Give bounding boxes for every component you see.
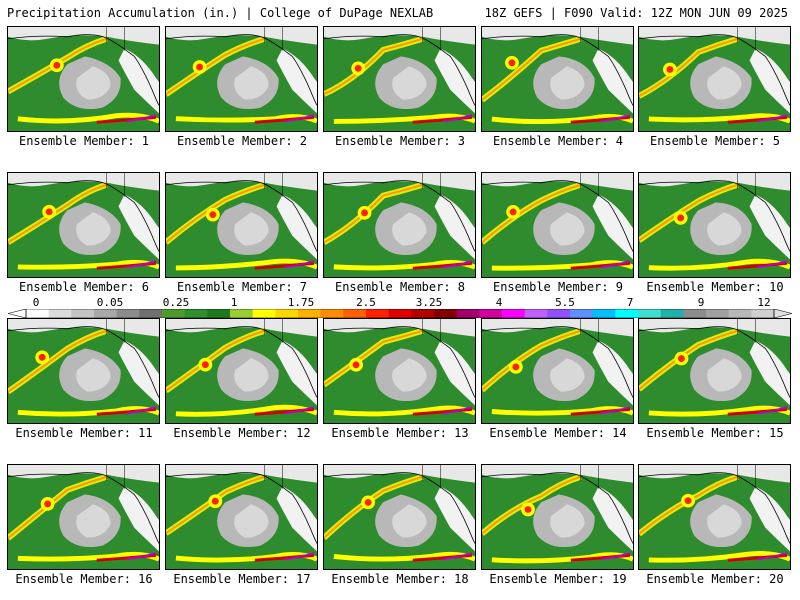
color-scale-tick-label: 3.25 [415, 296, 443, 309]
scale-right-arrow [773, 309, 792, 318]
ensemble-member-label: Ensemble Member: 15 [646, 426, 784, 440]
ensemble-member-label: Ensemble Member: 2 [176, 134, 308, 148]
color-scale-swatch [592, 309, 616, 318]
ensemble-member-label: Ensemble Member: 12 [173, 426, 311, 440]
ensemble-member-label: Ensemble Member: 5 [649, 134, 781, 148]
color-scale-swatch [184, 309, 208, 318]
color-scale-swatch [524, 309, 548, 318]
ensemble-member-map [7, 172, 160, 278]
ensemble-member-map [323, 172, 476, 278]
ensemble-member-label: Ensemble Member: 17 [173, 572, 311, 586]
color-scale-swatch [94, 309, 118, 318]
color-scale-swatch [411, 309, 435, 318]
color-scale-tick-label: 5.5 [555, 296, 575, 309]
ensemble-member-label: Ensemble Member: 16 [15, 572, 153, 586]
color-scale-swatch [434, 309, 458, 318]
color-scale-swatch [728, 309, 752, 318]
map-title: Precipitation Accumulation (in.) | Colle… [7, 6, 434, 20]
ensemble-member-label: Ensemble Member: 13 [331, 426, 469, 440]
ensemble-member-label: Ensemble Member: 11 [15, 426, 153, 440]
ensemble-member-map [165, 172, 318, 278]
ensemble-member-map [323, 464, 476, 570]
ensemble-member-map [481, 172, 634, 278]
ensemble-member-map [7, 318, 160, 424]
color-scale-swatch [388, 309, 412, 318]
color-scale-swatch [207, 309, 231, 318]
ensemble-member-label: Ensemble Member: 14 [489, 426, 627, 440]
ensemble-member-label: Ensemble Member: 4 [492, 134, 624, 148]
ensemble-member-map [481, 26, 634, 132]
scale-outline [25, 309, 775, 318]
ensemble-member-map [481, 318, 634, 424]
ensemble-member-map [323, 26, 476, 132]
ensemble-member-label: Ensemble Member: 20 [646, 572, 784, 586]
color-scale-swatch [615, 309, 639, 318]
ensemble-member-map [323, 318, 476, 424]
ensemble-member-label: Ensemble Member: 3 [334, 134, 466, 148]
ensemble-member-label: Ensemble Member: 9 [492, 280, 624, 294]
ensemble-member-label: Ensemble Member: 10 [646, 280, 784, 294]
color-scale-swatch [570, 309, 594, 318]
ensemble-member-label: Ensemble Member: 7 [176, 280, 308, 294]
color-scale-tick-label: 2.5 [356, 296, 376, 309]
color-scale-swatch [116, 309, 140, 318]
color-scale-swatch [751, 309, 775, 318]
color-scale-tick-label: 9 [697, 296, 705, 309]
ensemble-member-map [481, 464, 634, 570]
color-scale-swatch [252, 309, 276, 318]
ensemble-member-map [165, 464, 318, 570]
color-scale-swatch [230, 309, 254, 318]
color-scale-swatch [162, 309, 186, 318]
color-scale-tick-label: 0.25 [162, 296, 190, 309]
color-scale-tick-label: 0 [32, 296, 40, 309]
ensemble-member-map [165, 318, 318, 424]
color-scale-swatch [683, 309, 707, 318]
ensemble-member-map [638, 172, 791, 278]
color-scale-swatch [638, 309, 662, 318]
ensemble-member-label: Ensemble Member: 18 [331, 572, 469, 586]
scale-left-arrow [8, 309, 27, 318]
color-scale-swatch [298, 309, 322, 318]
ensemble-member-map [7, 464, 160, 570]
color-scale-tick-label: 12 [757, 296, 771, 309]
color-scale-bar [8, 309, 792, 318]
color-scale-swatch [479, 309, 503, 318]
color-scale-swatch [366, 309, 390, 318]
color-scale-swatch [547, 309, 571, 318]
color-scale-tick-label: 1.75 [287, 296, 315, 309]
color-scale-swatch [26, 309, 50, 318]
color-scale-swatch [320, 309, 344, 318]
ensemble-member-map [7, 26, 160, 132]
ensemble-member-map [638, 26, 791, 132]
ensemble-member-label: Ensemble Member: 1 [18, 134, 150, 148]
color-scale-swatch [48, 309, 72, 318]
color-scale-swatch [706, 309, 730, 318]
color-scale-swatch [71, 309, 95, 318]
ensemble-member-label: Ensemble Member: 19 [489, 572, 627, 586]
color-scale-swatch [456, 309, 480, 318]
color-scale-tick-label: 1 [230, 296, 238, 309]
color-scale-swatch [660, 309, 684, 318]
color-scale-tick-label: 0.05 [96, 296, 124, 309]
ensemble-member-map [165, 26, 318, 132]
ensemble-member-map [638, 464, 791, 570]
color-scale-tick-label: 7 [626, 296, 634, 309]
run-info: 18Z GEFS | F090 Valid: 12Z MON JUN 09 20… [484, 6, 788, 20]
color-scale-swatch [343, 309, 367, 318]
ensemble-member-label: Ensemble Member: 6 [18, 280, 150, 294]
color-scale-swatch [139, 309, 163, 318]
color-scale-swatch [502, 309, 526, 318]
ensemble-member-label: Ensemble Member: 8 [334, 280, 466, 294]
color-scale-legend: 0 0.05 0.25 1 1.75 2.5 3.25 4 5.5 7 9 12 [8, 296, 792, 322]
ensemble-member-map [638, 318, 791, 424]
color-scale-tick-label: 4 [495, 296, 503, 309]
color-scale-swatch [275, 309, 299, 318]
